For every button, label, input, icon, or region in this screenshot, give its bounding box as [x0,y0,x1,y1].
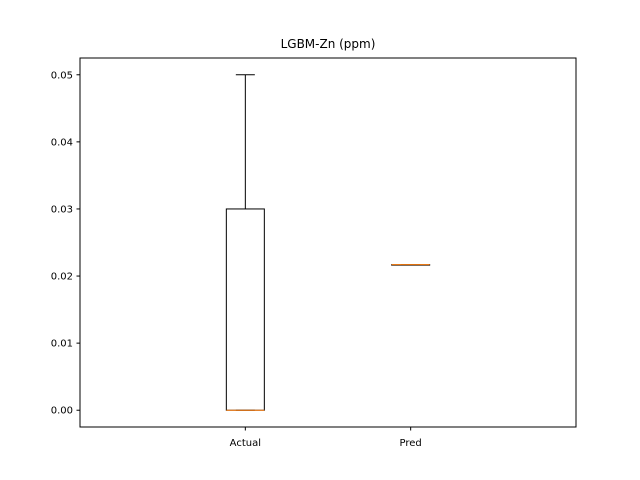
y-tick-label: 0.05 [51,70,73,81]
y-tick-label: 0.02 [51,272,73,283]
x-tick-label: Actual [230,438,261,449]
axes-frame [79,57,577,428]
x-tick-label: Pred [400,438,422,449]
y-tick-label: 0.00 [51,406,73,417]
y-tick-label: 0.04 [51,137,73,148]
chart-title: LGBM-Zn (ppm) [281,37,376,51]
y-tick-label: 0.03 [51,204,73,215]
y-tick-label: 0.01 [51,339,73,350]
plot-area: 0.00 0.01 0.02 0.03 0.04 0.05 Actual Pred [51,57,577,449]
